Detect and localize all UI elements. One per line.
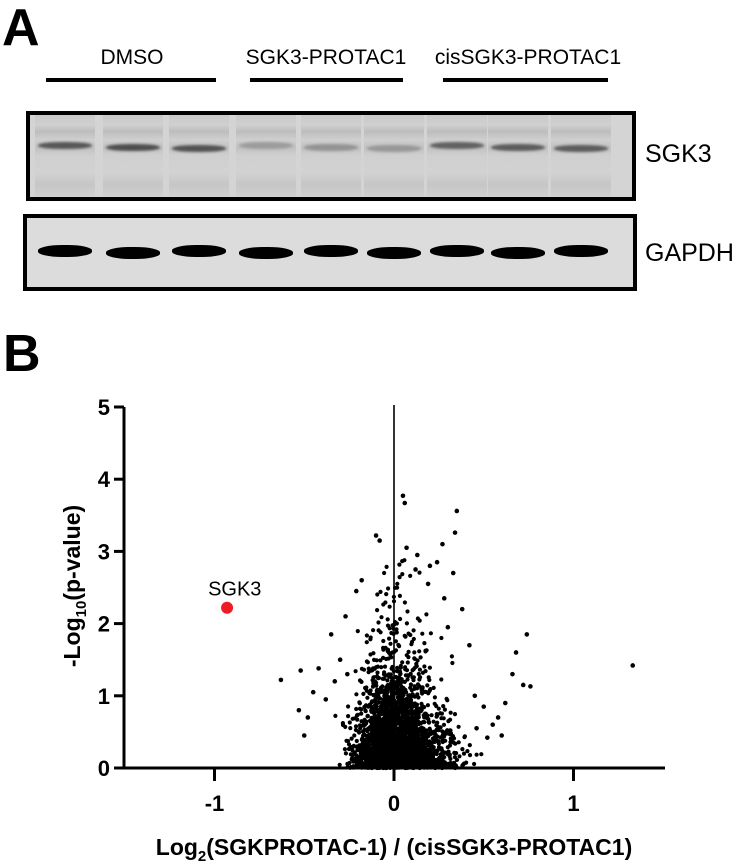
condition-group-bar xyxy=(443,78,608,82)
protein-band xyxy=(367,247,421,259)
blot-lane xyxy=(236,115,296,197)
protein-band xyxy=(106,143,160,151)
panel-b-letter: B xyxy=(3,325,41,383)
gapdh-western-blot xyxy=(23,214,637,291)
sgk3-highlight-label: SGK3 xyxy=(208,579,261,601)
condition-label: DMSO xyxy=(100,46,164,69)
condition-group-bar xyxy=(46,78,216,82)
y-tick-label: 5 xyxy=(98,395,110,420)
protein-band xyxy=(554,245,608,257)
protein-band xyxy=(106,247,160,259)
blot-lane xyxy=(35,115,95,197)
protein-band xyxy=(239,247,293,259)
blot-lane xyxy=(364,115,424,197)
sgk3-blot-label: SGK3 xyxy=(645,140,712,168)
x-tick-label: -1 xyxy=(205,791,225,816)
protein-band xyxy=(38,142,92,149)
y-tick-label: 3 xyxy=(98,539,110,564)
blot-lane xyxy=(301,115,361,197)
blot-lane xyxy=(169,115,229,197)
protein-data-points xyxy=(278,493,636,771)
protein-band xyxy=(491,247,545,259)
x-tick-label: 0 xyxy=(388,791,400,816)
blot-lane xyxy=(103,115,163,197)
protein-band xyxy=(491,143,545,151)
y-tick-label: 4 xyxy=(98,467,111,492)
protein-band xyxy=(172,245,226,257)
panel-a-letter: A xyxy=(2,0,40,57)
condition-group-bar xyxy=(250,78,403,82)
y-tick-label: 0 xyxy=(98,756,110,781)
protein-band xyxy=(430,142,484,149)
x-axis-label: Log2(SGKPROTAC-1) / (cisSGK3-PROTAC1) xyxy=(156,834,632,865)
blot-lane xyxy=(551,115,611,197)
protein-band xyxy=(38,245,92,257)
protein-band xyxy=(239,142,293,149)
protein-band xyxy=(304,143,358,151)
x-tick-label: 1 xyxy=(567,791,579,816)
protein-band xyxy=(172,145,226,152)
sgk3-western-blot xyxy=(26,111,636,201)
condition-label: cisSGK3-PROTAC1 xyxy=(434,46,622,69)
y-tick-label: 2 xyxy=(98,612,110,637)
protein-band xyxy=(554,145,608,152)
plot-axes: 0 1 2 3 4 5 -1 0 1 xyxy=(98,395,665,816)
protein-band xyxy=(430,245,484,257)
protein-band xyxy=(367,145,421,152)
blot-lane xyxy=(427,115,487,197)
y-axis-label: -Log10(p-value) xyxy=(59,505,90,667)
sgk3-highlight-point xyxy=(221,601,234,614)
y-tick-label: 1 xyxy=(98,684,110,709)
gapdh-blot-label: GAPDH xyxy=(645,239,734,267)
protein-band xyxy=(304,245,358,257)
condition-label: SGK3-PROTAC1 xyxy=(245,46,407,69)
blot-lane xyxy=(488,115,548,197)
